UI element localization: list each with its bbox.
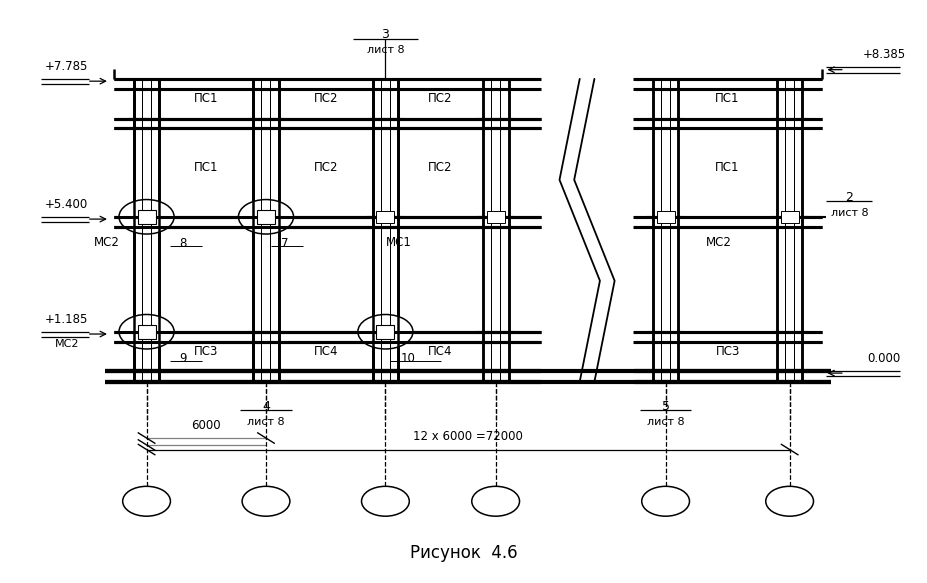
Text: лист 8: лист 8: [366, 45, 404, 55]
Bar: [376, 211, 394, 223]
Text: 0.000: 0.000: [868, 352, 901, 364]
Circle shape: [362, 486, 410, 516]
Text: 4: 4: [491, 495, 500, 508]
Text: ПС4: ПС4: [428, 345, 452, 358]
Circle shape: [122, 486, 171, 516]
Bar: [781, 211, 799, 223]
Bar: [257, 210, 275, 224]
Bar: [656, 211, 675, 223]
Text: лист 8: лист 8: [647, 417, 684, 427]
Circle shape: [119, 314, 174, 349]
Text: ПС1: ПС1: [716, 161, 740, 174]
Circle shape: [119, 199, 174, 234]
Text: ПС1: ПС1: [194, 93, 219, 106]
Text: ПС3: ПС3: [716, 345, 740, 358]
Text: МС2: МС2: [705, 236, 731, 249]
Text: 7: 7: [281, 237, 288, 250]
Text: ПС2: ПС2: [428, 161, 452, 174]
Text: 9: 9: [180, 352, 187, 364]
Text: Рисунок  4.6: Рисунок 4.6: [410, 544, 517, 562]
Bar: [487, 211, 504, 223]
Circle shape: [358, 314, 413, 349]
Circle shape: [238, 199, 294, 234]
Text: +7.785: +7.785: [44, 59, 88, 73]
Text: 1: 1: [143, 495, 150, 508]
Text: лист 8: лист 8: [831, 208, 869, 218]
Text: 2: 2: [262, 495, 270, 508]
Text: 3: 3: [382, 495, 389, 508]
Text: ПС3: ПС3: [194, 345, 219, 358]
Circle shape: [472, 486, 519, 516]
Text: +1.185: +1.185: [44, 312, 88, 325]
Text: МС1: МС1: [387, 236, 413, 249]
Text: 3: 3: [382, 28, 389, 41]
Text: 10: 10: [401, 352, 416, 364]
Text: 12: 12: [658, 495, 674, 508]
Text: ПС1: ПС1: [716, 93, 740, 106]
Text: ПС2: ПС2: [428, 93, 452, 106]
Text: ПС1: ПС1: [194, 161, 219, 174]
Text: 13: 13: [781, 495, 797, 508]
Text: +8.385: +8.385: [863, 48, 906, 61]
Circle shape: [641, 486, 690, 516]
Text: 12 х 6000 =72000: 12 х 6000 =72000: [413, 430, 523, 444]
Circle shape: [766, 486, 814, 516]
Text: ПС4: ПС4: [313, 345, 338, 358]
Text: МС2: МС2: [55, 339, 79, 349]
Text: 4: 4: [262, 400, 270, 413]
Text: 2: 2: [845, 191, 853, 203]
Text: 8: 8: [180, 237, 187, 250]
Bar: [137, 210, 156, 224]
Text: 6000: 6000: [192, 419, 221, 432]
Text: +5.400: +5.400: [45, 198, 88, 210]
Text: 5: 5: [662, 400, 669, 413]
Text: лист 8: лист 8: [248, 417, 285, 427]
Text: ПС2: ПС2: [313, 161, 338, 174]
Bar: [376, 325, 394, 339]
Circle shape: [242, 486, 290, 516]
Bar: [137, 325, 156, 339]
Text: МС2: МС2: [95, 236, 120, 249]
Text: ПС2: ПС2: [313, 93, 338, 106]
